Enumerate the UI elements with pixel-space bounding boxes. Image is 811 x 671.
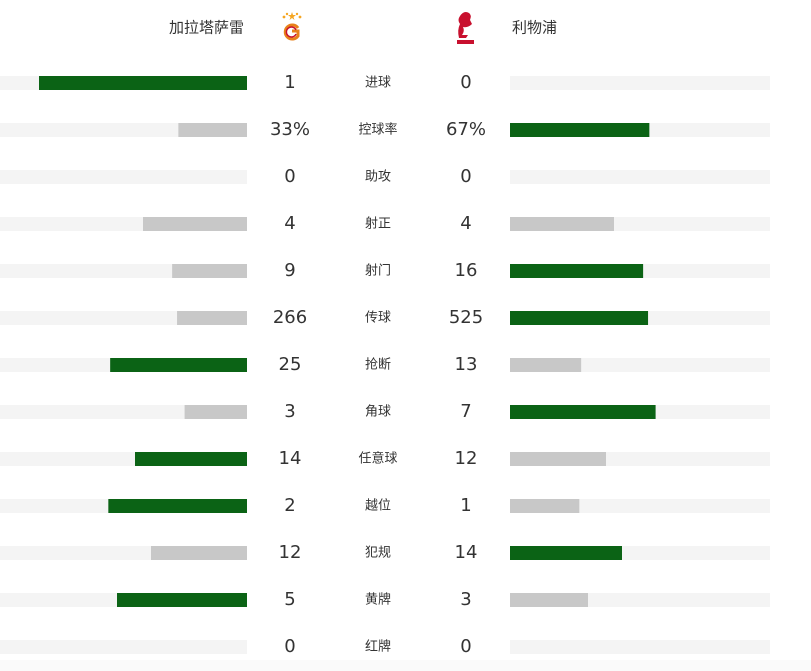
away-value: 12 <box>455 448 478 469</box>
stat-label: 射门 <box>365 263 391 279</box>
away-bar <box>510 123 650 137</box>
home-bar <box>117 593 247 607</box>
stat-label: 任意球 <box>358 451 397 467</box>
stat-label: 助攻 <box>365 170 391 185</box>
away-bar <box>510 311 649 325</box>
away-value: 4 <box>460 213 471 234</box>
away-value: 3 <box>460 589 471 610</box>
home-value: 9 <box>284 260 295 281</box>
home-bar <box>151 546 247 560</box>
home-bar <box>184 405 247 419</box>
away-track <box>510 640 770 654</box>
stat-label: 红牌 <box>365 639 391 655</box>
home-team: 加拉塔萨雷 <box>169 19 244 37</box>
away-value: 67% <box>446 119 486 140</box>
stat-label: 黄牌 <box>365 592 391 608</box>
away-bar <box>510 264 644 278</box>
home-value: 33% <box>270 119 310 140</box>
stat-label: 射正 <box>365 216 391 232</box>
away-value: 16 <box>455 260 478 281</box>
home-track <box>0 640 247 654</box>
home-logo <box>282 12 302 41</box>
home-bar <box>108 499 247 513</box>
away-bar <box>510 358 582 372</box>
away-value: 0 <box>460 72 471 93</box>
home-value: 1 <box>284 72 295 93</box>
stat-label: 越位 <box>365 499 391 514</box>
away-bar <box>510 217 614 231</box>
home-track <box>0 170 247 184</box>
bottom-fade <box>0 660 811 671</box>
home-value: 25 <box>279 354 302 375</box>
stat-label: 犯规 <box>365 546 391 561</box>
away-value: 13 <box>455 354 478 375</box>
home-bar <box>135 452 247 466</box>
away-bar <box>510 593 588 607</box>
home-value: 3 <box>284 401 295 422</box>
away-track <box>510 76 770 90</box>
home-value: 266 <box>273 307 307 328</box>
away-bar <box>510 499 580 513</box>
away-logo <box>457 12 474 44</box>
away-bar <box>510 452 606 466</box>
home-bar <box>110 358 247 372</box>
away-value: 1 <box>460 495 471 516</box>
stat-label: 角球 <box>365 405 391 420</box>
home-bar <box>39 76 247 90</box>
home-value: 5 <box>284 589 295 610</box>
away-value: 7 <box>460 401 471 422</box>
away-value: 525 <box>449 307 483 328</box>
away-track <box>510 170 770 184</box>
stat-label: 控球率 <box>358 122 397 138</box>
away-team: 利物浦 <box>512 19 557 37</box>
stat-label: 传球 <box>365 311 391 326</box>
home-bar <box>172 264 247 278</box>
stat-label: 进球 <box>365 76 391 91</box>
home-value: 2 <box>284 495 295 516</box>
away-value: 0 <box>460 636 471 657</box>
away-bar <box>510 546 622 560</box>
stat-label: 抢断 <box>365 357 391 373</box>
home-bar <box>143 217 247 231</box>
home-value: 0 <box>284 166 295 187</box>
home-bar <box>177 311 247 325</box>
home-value: 4 <box>284 213 295 234</box>
away-value: 14 <box>455 542 478 563</box>
away-value: 0 <box>460 166 471 187</box>
home-value: 14 <box>279 448 302 469</box>
home-value: 0 <box>284 636 295 657</box>
home-bar <box>178 123 247 137</box>
home-value: 12 <box>279 542 302 563</box>
away-bar <box>510 405 656 419</box>
